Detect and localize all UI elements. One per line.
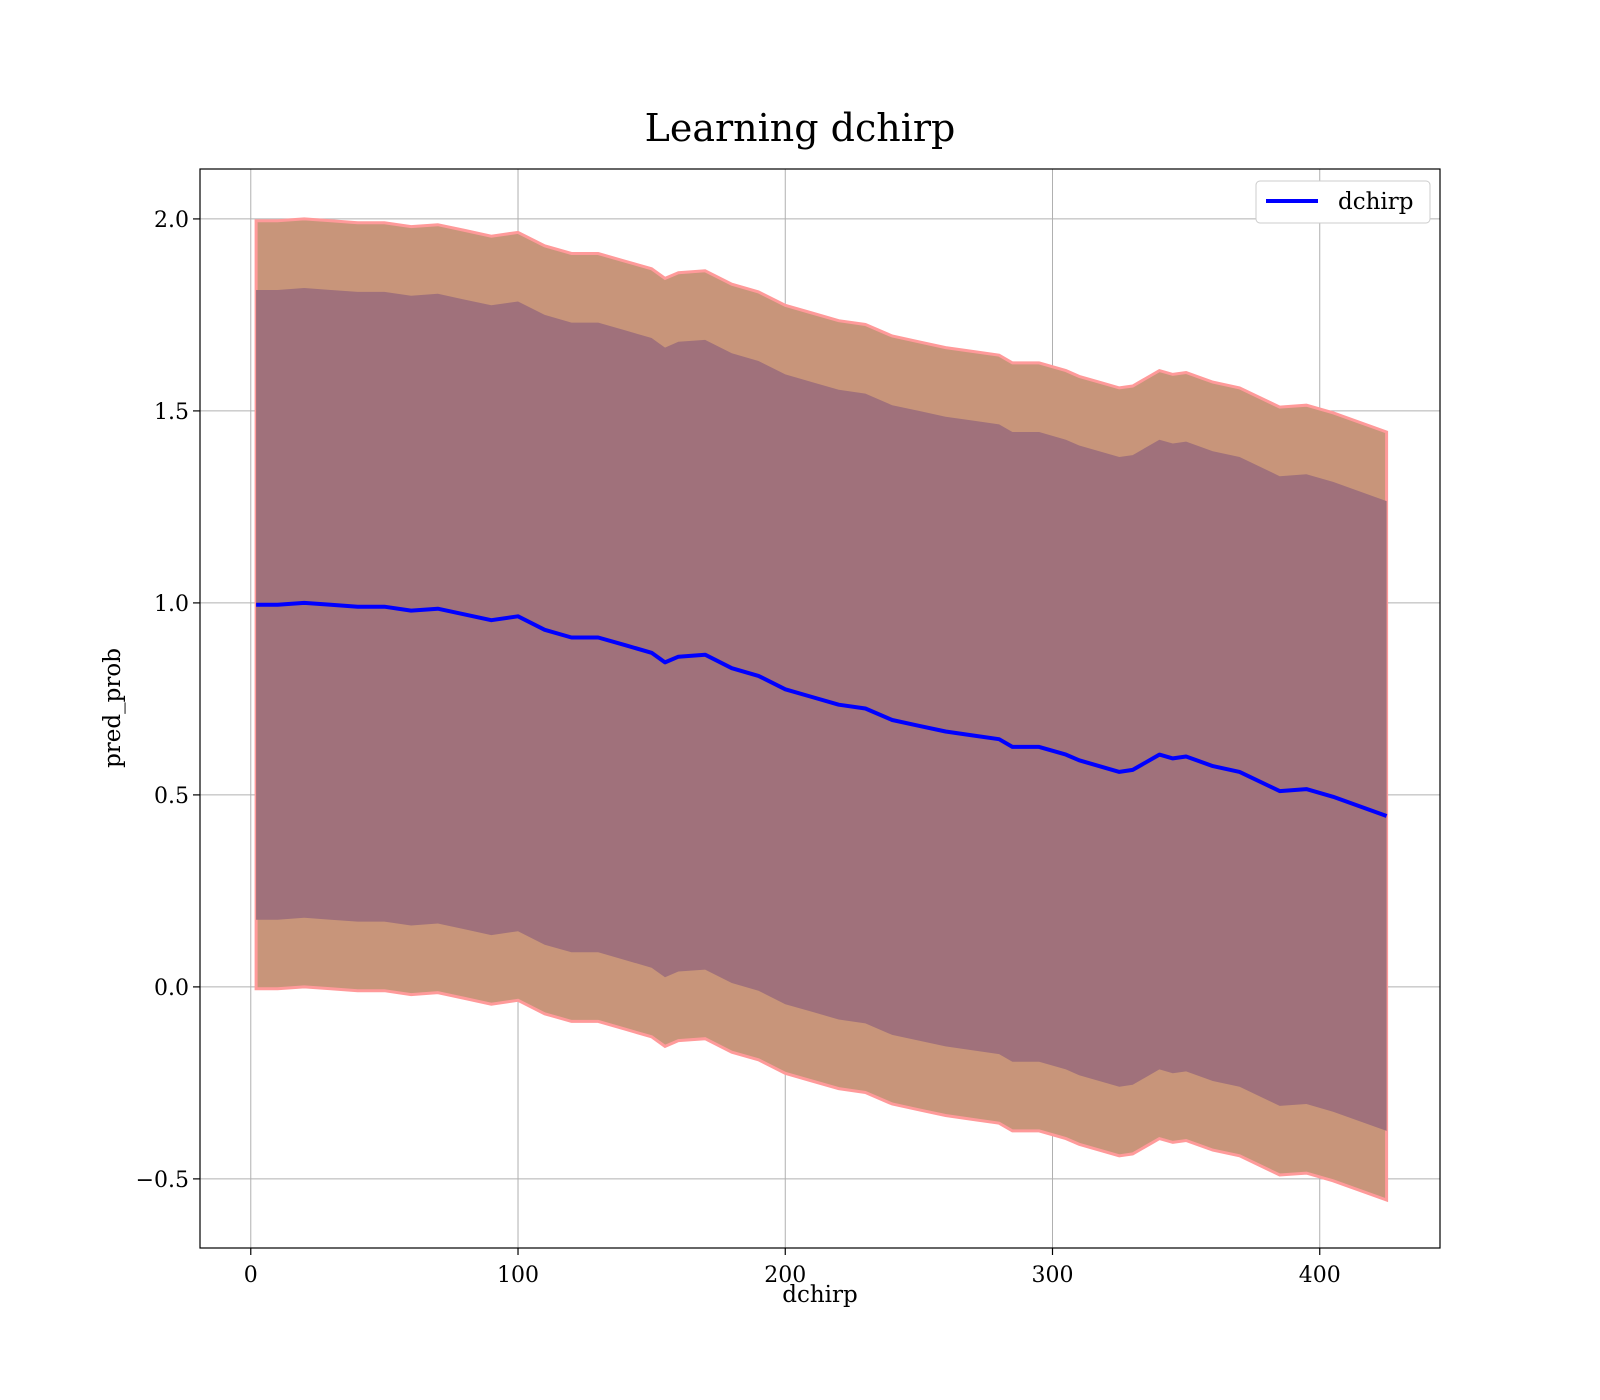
x-axis-ticks: 0 100 200 300 400 xyxy=(244,1248,1341,1288)
y-axis-label: pred_prob xyxy=(100,648,126,768)
x-tick-label: 200 xyxy=(764,1263,806,1288)
y-tick-label: 0.0 xyxy=(154,976,189,1001)
inner-band xyxy=(256,288,1387,1131)
x-tick-label: 300 xyxy=(1032,1263,1074,1288)
y-tick-label: 1.5 xyxy=(154,400,189,425)
legend-label: dchirp xyxy=(1338,189,1414,215)
series-lines xyxy=(256,600,1388,818)
y-axis-ticks: −0.5 0.0 0.5 1.0 1.5 2.0 xyxy=(136,208,200,1193)
legend-box xyxy=(1255,180,1431,224)
x-tick-label: 400 xyxy=(1299,1263,1341,1288)
plot-frame xyxy=(199,168,1441,1249)
chart-title: Learning dchirp xyxy=(645,106,956,150)
legend: dchirp xyxy=(1255,180,1431,224)
y-tick-label: 1.0 xyxy=(154,592,189,617)
x-tick-label: 100 xyxy=(497,1263,539,1288)
x-tick-label: 0 xyxy=(244,1263,258,1288)
y-tick-label: 2.0 xyxy=(154,208,189,233)
error-bands xyxy=(254,217,1389,1203)
y-tick-label: 0.5 xyxy=(154,784,189,809)
series-line-dchirp xyxy=(256,600,1388,818)
x-axis-label: dchirp xyxy=(782,1282,858,1308)
y-tick-label: −0.5 xyxy=(136,1168,189,1193)
